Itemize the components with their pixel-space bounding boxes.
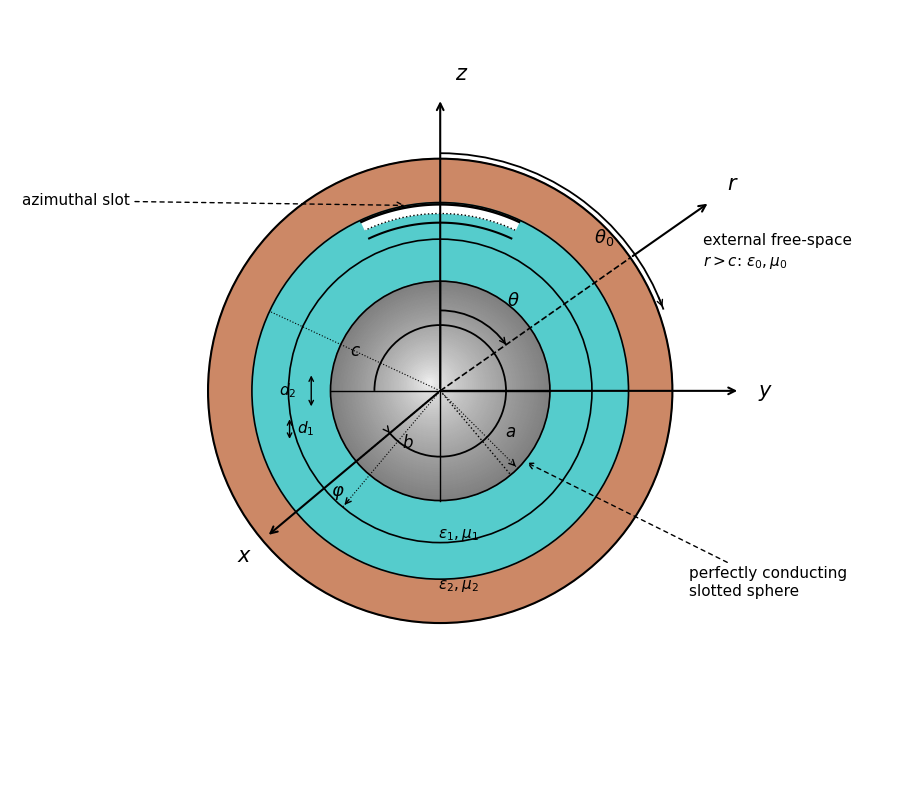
Polygon shape xyxy=(362,205,519,230)
Circle shape xyxy=(346,296,532,482)
Circle shape xyxy=(410,362,454,406)
Text: $\varphi$: $\varphi$ xyxy=(331,484,345,502)
Circle shape xyxy=(419,372,441,394)
Text: $d_1$: $d_1$ xyxy=(297,420,314,438)
Circle shape xyxy=(413,366,449,402)
Circle shape xyxy=(342,293,536,486)
Circle shape xyxy=(352,303,524,475)
Text: x: x xyxy=(238,546,249,566)
Circle shape xyxy=(424,377,436,388)
Circle shape xyxy=(416,369,446,398)
Circle shape xyxy=(390,342,478,430)
Circle shape xyxy=(252,202,628,579)
Circle shape xyxy=(374,325,498,450)
Circle shape xyxy=(405,357,459,412)
Text: r: r xyxy=(728,174,736,194)
Circle shape xyxy=(378,330,491,443)
Circle shape xyxy=(334,285,546,497)
Circle shape xyxy=(400,352,465,418)
Circle shape xyxy=(362,313,512,463)
Circle shape xyxy=(370,322,501,453)
Circle shape xyxy=(383,335,485,438)
Text: c: c xyxy=(350,342,359,359)
Circle shape xyxy=(347,298,530,481)
Text: $\theta_0$: $\theta_0$ xyxy=(594,226,614,248)
Circle shape xyxy=(401,354,464,416)
Text: y: y xyxy=(759,381,770,401)
Circle shape xyxy=(385,337,483,435)
Circle shape xyxy=(350,302,526,477)
Text: z: z xyxy=(454,64,466,84)
Circle shape xyxy=(344,294,534,485)
Circle shape xyxy=(395,346,472,423)
Circle shape xyxy=(358,310,516,467)
Text: a: a xyxy=(506,423,516,441)
Text: $\theta$: $\theta$ xyxy=(507,293,519,310)
Circle shape xyxy=(388,340,480,431)
Circle shape xyxy=(338,290,540,490)
Circle shape xyxy=(428,381,431,384)
Circle shape xyxy=(336,286,544,494)
Circle shape xyxy=(423,375,437,390)
Circle shape xyxy=(375,326,496,447)
Circle shape xyxy=(368,320,504,455)
Circle shape xyxy=(364,315,509,461)
Circle shape xyxy=(380,332,490,442)
Circle shape xyxy=(354,305,522,473)
Circle shape xyxy=(392,343,475,427)
Circle shape xyxy=(376,328,493,446)
Text: $d_2$: $d_2$ xyxy=(279,382,297,400)
Circle shape xyxy=(406,358,457,410)
Circle shape xyxy=(208,158,672,623)
Circle shape xyxy=(396,349,470,422)
Circle shape xyxy=(360,311,514,465)
Circle shape xyxy=(356,308,518,469)
Circle shape xyxy=(348,300,527,479)
Circle shape xyxy=(332,283,548,498)
Circle shape xyxy=(418,370,444,396)
Circle shape xyxy=(356,306,519,471)
Text: external free-space
$r > c$: $\varepsilon_0, \mu_0$: external free-space $r > c$: $\varepsilo… xyxy=(704,233,852,271)
Circle shape xyxy=(338,288,542,493)
Text: b: b xyxy=(403,434,413,452)
Circle shape xyxy=(414,367,447,400)
Circle shape xyxy=(393,345,473,426)
Text: $\varepsilon_1, \mu_1$: $\varepsilon_1, \mu_1$ xyxy=(438,527,479,543)
Circle shape xyxy=(426,378,433,386)
Circle shape xyxy=(411,363,452,404)
Circle shape xyxy=(421,374,439,392)
Circle shape xyxy=(340,291,538,489)
Circle shape xyxy=(372,323,500,451)
Circle shape xyxy=(398,350,467,419)
Text: azimuthal slot: azimuthal slot xyxy=(22,194,403,208)
Circle shape xyxy=(408,360,455,408)
Text: $\varepsilon_2, \mu_2$: $\varepsilon_2, \mu_2$ xyxy=(438,578,479,594)
Circle shape xyxy=(330,281,550,501)
Circle shape xyxy=(382,334,488,439)
Circle shape xyxy=(366,318,506,457)
Circle shape xyxy=(386,338,482,434)
Circle shape xyxy=(365,317,508,459)
Circle shape xyxy=(403,355,462,414)
Text: perfectly conducting
slotted sphere: perfectly conducting slotted sphere xyxy=(528,463,847,598)
